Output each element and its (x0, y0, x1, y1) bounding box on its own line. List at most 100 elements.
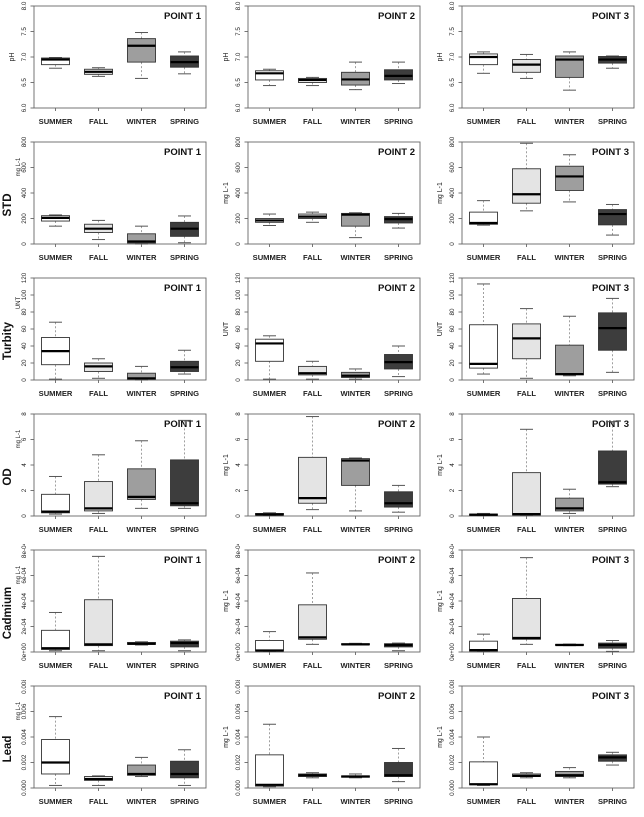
box-fall: FALL (84, 67, 113, 126)
x-category-label: WINTER (127, 525, 157, 534)
x-category-label: SPRING (598, 117, 627, 126)
x-category-label: SPRING (384, 661, 413, 670)
box-summer: SUMMER (39, 321, 73, 398)
iqr-box (384, 762, 413, 777)
y-tick-label: 400 (235, 187, 242, 198)
box-fall: FALL (298, 360, 327, 398)
parameter-label: Turbity (2, 321, 14, 360)
box-spring: SPRING (170, 419, 199, 534)
y-tick-label: 20 (21, 359, 28, 367)
box-winter: WINTER (127, 365, 157, 398)
panel-turbity-point3: 0 20 40 60 80 100 120 UNT POINT 3 SUMMER FALL WINTE… (429, 272, 643, 408)
iqr-box (512, 472, 541, 516)
box-fall: FALL (512, 772, 541, 806)
y-tick-label: 0 (449, 378, 456, 382)
y-tick-label: 40 (235, 342, 242, 350)
y-tick-label: 2e-04 (449, 618, 456, 635)
y-tick-label: 200 (21, 213, 28, 224)
y-tick-label: 8.0 (21, 1, 28, 10)
y-tick-label: 6 (449, 437, 456, 441)
box-summer: SUMMER (467, 51, 501, 126)
y-tick-label: 0.004 (449, 729, 456, 745)
y-tick-label: 4 (235, 463, 242, 467)
y-tick-label: 80 (235, 308, 242, 316)
box-fall: FALL (84, 454, 113, 534)
box-spring: SPRING (170, 215, 199, 262)
panel-lead-point3: 0.000 0.002 0.004 0.006 0.008 mg L-1 POINT 3 SU… (429, 678, 643, 816)
box-spring: SPRING (598, 640, 627, 670)
box-fall: FALL (512, 557, 541, 670)
x-category-label: SUMMER (467, 389, 501, 398)
iqr-box (598, 312, 627, 351)
iqr-box (170, 760, 199, 779)
panel-title: POINT 1 (164, 147, 202, 158)
panel-title: POINT 3 (592, 11, 629, 22)
boxplot-svg: 0 200 400 600 800 mg L-1 POINT 3 SUMMER FALL WINT… (437, 136, 635, 262)
y-tick-label: 8.0 (449, 1, 456, 10)
panel-ph-point1: 6.0 6.5 7.0 7.5 8.0 pH POINT 1 SUMMER FALL WINTER… (1, 0, 215, 136)
parameter-label: STD (2, 194, 14, 217)
box-summer: SUMMER (253, 68, 287, 126)
box-spring: SPRING (384, 212, 413, 262)
y-tick-label: 80 (21, 308, 28, 316)
y-tick-label: 6.5 (449, 78, 456, 87)
y-tick-label: 6.0 (235, 103, 242, 112)
iqr-box (127, 233, 156, 244)
y-tick-label: 8e-04 (449, 544, 456, 558)
unit-label: mg L-1 (223, 590, 230, 612)
boxplot-svg: 0.000 0.002 0.004 0.006 0.008 Lead mg L-1 POINT… (2, 678, 207, 806)
y-tick-label: 0.000 (21, 780, 28, 796)
box-spring: SPRING (170, 51, 199, 126)
y-tick-label: 6 (235, 437, 242, 441)
x-category-label: SPRING (598, 525, 627, 534)
box-winter: WINTER (341, 457, 371, 534)
y-tick-label: 800 (21, 136, 28, 147)
y-tick-label: 7.0 (21, 52, 28, 61)
box-spring: SPRING (170, 639, 199, 670)
box-fall: FALL (298, 572, 327, 670)
panel-title: POINT 1 (164, 11, 202, 22)
iqr-box (555, 770, 584, 777)
iqr-box (341, 458, 370, 486)
x-category-label: SPRING (170, 253, 199, 262)
boxplot-svg: 0.000 0.002 0.004 0.006 0.008 mg L-1 POINT 3 SU… (437, 678, 635, 806)
unit-label: mg L-1 (16, 157, 22, 176)
x-category-label: SPRING (384, 525, 413, 534)
y-tick-label: 4 (449, 463, 456, 467)
x-category-label: SUMMER (467, 117, 501, 126)
x-category-label: SUMMER (467, 797, 501, 806)
box-summer: SUMMER (467, 200, 501, 262)
y-tick-label: 600 (449, 162, 456, 173)
y-tick-label: 120 (21, 272, 28, 283)
y-tick-label: 0 (235, 242, 242, 246)
parameter-label: Cadmium (2, 587, 14, 639)
box-summer: SUMMER (253, 631, 287, 670)
y-tick-label: 4e-04 (235, 592, 242, 609)
y-tick-label: 7.5 (235, 27, 242, 36)
x-category-label: WINTER (555, 389, 585, 398)
x-category-label: SUMMER (39, 253, 73, 262)
x-category-label: SUMMER (39, 117, 73, 126)
y-tick-label: 4e-04 (21, 592, 28, 609)
x-category-label: SPRING (384, 389, 413, 398)
unit-label: pH (223, 53, 230, 62)
iqr-box (298, 456, 327, 504)
y-tick-label: 2e-04 (235, 618, 242, 635)
y-tick-label: 8e-04 (235, 544, 242, 558)
box-spring: SPRING (384, 484, 413, 534)
boxplot-svg: 0 20 40 60 80 100 120 Turbity UNT POINT 1 SUMMER FA… (2, 272, 207, 398)
x-category-label: FALL (517, 797, 536, 806)
x-category-label: FALL (517, 661, 536, 670)
boxplot-svg: 0 20 40 60 80 100 120 UNT POINT 3 SUMMER FALL WINTE… (437, 272, 635, 398)
y-tick-label: 0 (449, 242, 456, 246)
y-tick-label: 6 (21, 437, 28, 441)
box-fall: FALL (298, 772, 327, 806)
y-tick-label: 120 (449, 272, 456, 283)
iqr-box (598, 209, 627, 226)
iqr-box (127, 764, 156, 776)
y-tick-label: 800 (449, 136, 456, 147)
iqr-box (170, 459, 199, 507)
box-winter: WINTER (555, 767, 585, 806)
y-tick-label: 100 (235, 289, 242, 300)
